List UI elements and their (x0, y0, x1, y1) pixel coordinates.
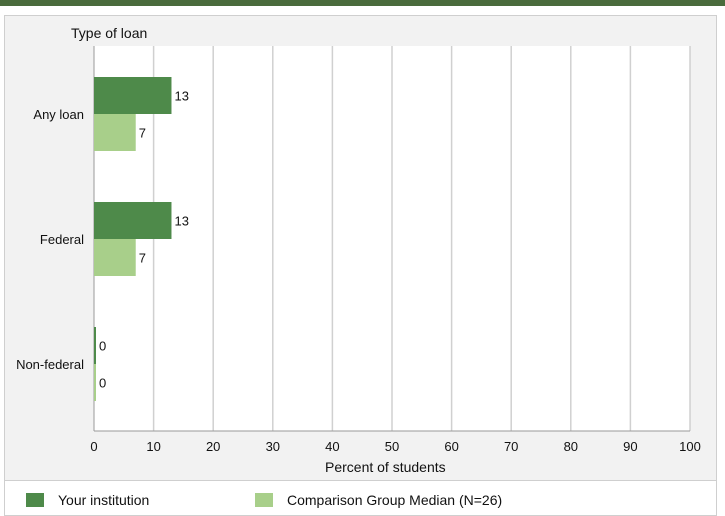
legend: Your institution Comparison Group Median… (4, 481, 717, 516)
data-label-comparison-group-federal: 7 (139, 251, 146, 266)
data-label-comparison-group-non-federal: 0 (99, 376, 106, 391)
bar-comparison-group-federal (94, 239, 136, 276)
x-tick-label-40: 40 (325, 439, 339, 454)
x-tick-label-30: 30 (266, 439, 280, 454)
x-tick-label-100: 100 (679, 439, 701, 454)
data-label-comparison-group-any-loan: 7 (139, 126, 146, 141)
category-label-federal: Federal (40, 232, 84, 247)
top-accent-bar (0, 0, 725, 6)
data-label-your-institution-non-federal: 0 (99, 339, 106, 354)
bar-comparison-group-non-federal (94, 364, 96, 401)
x-tick-label-70: 70 (504, 439, 518, 454)
x-tick-label-20: 20 (206, 439, 220, 454)
legend-swatch-comparison-group (255, 493, 273, 507)
category-label-any-loan: Any loan (33, 107, 84, 122)
y-axis-title: Type of loan (71, 25, 148, 41)
bar-your-institution-any-loan (94, 77, 172, 114)
legend-label-comparison-group: Comparison Group Median (N=26) (287, 492, 503, 508)
legend-item-comparison-group: Comparison Group Median (N=26) (255, 492, 502, 508)
data-label-your-institution-any-loan: 13 (174, 89, 188, 104)
x-tick-label-90: 90 (623, 439, 637, 454)
legend-item-your-institution: Your institution (26, 492, 149, 508)
x-tick-label-50: 50 (385, 439, 399, 454)
legend-label-your-institution: Your institution (58, 492, 150, 508)
bar-your-institution-federal (94, 202, 172, 239)
x-tick-label-10: 10 (146, 439, 160, 454)
x-axis-title: Percent of students (325, 459, 446, 475)
x-tick-label-60: 60 (444, 439, 458, 454)
x-tick-label-80: 80 (564, 439, 578, 454)
bar-comparison-group-any-loan (94, 114, 136, 151)
x-tick-label-0: 0 (90, 439, 97, 454)
legend-swatch-your-institution (26, 493, 44, 507)
data-label-your-institution-federal: 13 (174, 214, 188, 229)
category-label-non-federal: Non-federal (16, 357, 84, 372)
bar-your-institution-non-federal (94, 327, 96, 364)
